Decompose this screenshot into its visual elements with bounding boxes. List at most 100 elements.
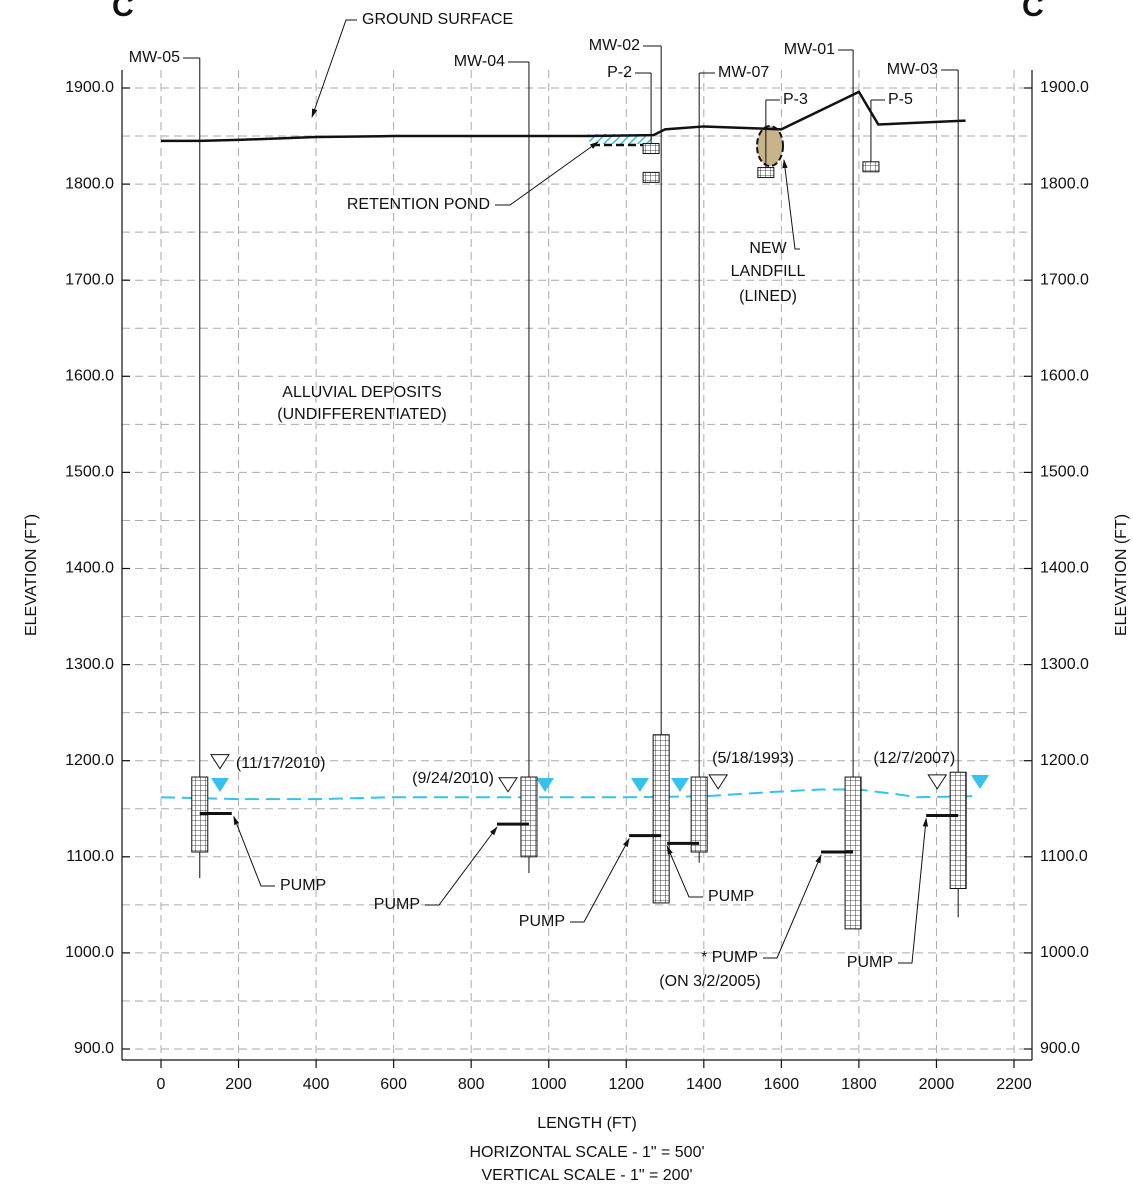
piezometer-screen xyxy=(863,162,879,172)
well-label: MW-07 xyxy=(718,64,769,81)
section-label: C xyxy=(1022,0,1044,23)
well-label: MW-02 xyxy=(589,37,640,54)
piezometer-screen xyxy=(643,144,659,154)
leader xyxy=(495,142,598,205)
y-tick-label: 1000.0 xyxy=(1040,944,1089,961)
piezometer-screen xyxy=(758,168,774,178)
well-label: MW-01 xyxy=(784,41,835,58)
y-tick-label: 1600.0 xyxy=(65,368,114,385)
pump-label: PUMP xyxy=(519,913,565,930)
piezometer-label: P-3 xyxy=(783,91,808,108)
chart: C C GROUND SURFACE RETENTION POND NEW LA… xyxy=(0,0,1133,1188)
x-tick-label: 800 xyxy=(458,1076,485,1093)
water-level xyxy=(499,778,517,792)
water-symbol xyxy=(211,778,229,792)
pond-label: RETENTION POND xyxy=(347,196,490,213)
y-tick-label: 1200.0 xyxy=(65,752,114,769)
water-level-date: (9/24/2010) xyxy=(412,770,494,787)
pump-label: * PUMP xyxy=(701,949,758,966)
scale-note: HORIZONTAL SCALE - 1" = 500' xyxy=(469,1144,704,1161)
well-label: MW-04 xyxy=(454,53,505,70)
y-tick-label: 1800.0 xyxy=(1040,175,1089,192)
y-tick-label: 1000.0 xyxy=(65,944,114,961)
landfill-label: NEW xyxy=(749,240,787,257)
y-axis-title: ELEVATION (FT) xyxy=(23,514,40,636)
x-tick-label: 1000 xyxy=(531,1076,567,1093)
water-symbol xyxy=(631,778,649,792)
y-tick-label: 1400.0 xyxy=(65,560,114,577)
section-label: C xyxy=(112,0,134,23)
leader xyxy=(312,20,357,117)
water-level-date: (11/17/2010) xyxy=(236,755,326,772)
deposit-label: (UNDIFFERENTIATED) xyxy=(277,406,446,423)
landfill-label: LANDFILL xyxy=(731,263,806,280)
y-axis-title: ELEVATION (FT) xyxy=(1113,514,1130,636)
pump-leader xyxy=(570,839,629,922)
pump-leader xyxy=(763,855,821,958)
pump-label: PUMP xyxy=(847,954,893,971)
water-table-symbols xyxy=(211,775,989,792)
x-tick-label: 0 xyxy=(157,1076,166,1093)
ground-label: GROUND SURFACE xyxy=(362,11,513,28)
well-screen xyxy=(521,777,537,857)
y-tick-label: 1500.0 xyxy=(1040,464,1089,481)
well-screen xyxy=(653,735,669,903)
x-tick-label: 2200 xyxy=(996,1076,1032,1093)
water-symbol xyxy=(536,778,554,792)
scale-note: VERTICAL SCALE - 1" = 200' xyxy=(481,1167,692,1184)
deposit-label: ALLUVIAL DEPOSITS xyxy=(282,384,441,401)
pump-leader xyxy=(425,827,497,905)
main-layer: C C GROUND SURFACE RETENTION POND NEW LA… xyxy=(23,0,1130,1184)
pump-leader xyxy=(898,818,926,963)
y-tick-label: 900.0 xyxy=(74,1040,114,1057)
y-tick-label: 1400.0 xyxy=(1040,560,1089,577)
piezometer-label: P-5 xyxy=(888,91,913,108)
ground-surface xyxy=(161,92,966,141)
pump-label: PUMP xyxy=(280,877,326,894)
pump-leader xyxy=(667,846,703,897)
y-tick-label: 1900.0 xyxy=(1040,79,1089,96)
well-screen xyxy=(950,772,966,888)
x-tick-label: 400 xyxy=(303,1076,330,1093)
y-tick-label: 1300.0 xyxy=(65,656,114,673)
x-tick-label: 1600 xyxy=(764,1076,800,1093)
y-tick-label: 1100.0 xyxy=(1040,848,1088,865)
y-tick-label: 1100.0 xyxy=(66,848,114,865)
x-tick-label: 200 xyxy=(225,1076,252,1093)
x-tick-label: 2000 xyxy=(919,1076,955,1093)
landfill-label: (LINED) xyxy=(739,288,797,305)
x-tick-label: 1200 xyxy=(608,1076,644,1093)
y-tick-label: 1200.0 xyxy=(1040,752,1089,769)
pump-note: (ON 3/2/2005) xyxy=(659,973,760,990)
x-axis-title: LENGTH (FT) xyxy=(537,1115,637,1132)
water-symbol xyxy=(671,778,689,792)
x-tick-label: 600 xyxy=(380,1076,407,1093)
y-tick-label: 900.0 xyxy=(1040,1040,1080,1057)
grid-layer xyxy=(122,70,1032,1060)
y-tick-label: 1700.0 xyxy=(1040,271,1089,288)
pump-leader xyxy=(234,817,275,886)
water-level-date: (12/7/2007) xyxy=(873,750,955,767)
pump-label: PUMP xyxy=(374,896,420,913)
piezometer-screen xyxy=(643,172,659,182)
y-tick-label: 1800.0 xyxy=(65,175,114,192)
water-symbol xyxy=(971,775,989,789)
y-tick-label: 1700.0 xyxy=(65,271,114,288)
well-screen xyxy=(691,777,707,852)
water-level xyxy=(211,755,229,769)
piezometer-label: P-2 xyxy=(607,64,632,81)
landfill xyxy=(757,126,783,166)
well-label: MW-03 xyxy=(887,61,938,78)
well-label: MW-05 xyxy=(129,49,180,66)
y-tick-label: 1600.0 xyxy=(1040,368,1089,385)
x-tick-label: 1400 xyxy=(686,1076,722,1093)
y-tick-label: 1500.0 xyxy=(65,464,114,481)
leader xyxy=(784,160,800,249)
x-tick-label: 1800 xyxy=(841,1076,877,1093)
water-level xyxy=(709,775,727,789)
pump-label: PUMP xyxy=(708,888,754,905)
water-level-date: (5/18/1993) xyxy=(712,750,794,767)
water-level xyxy=(928,775,946,789)
y-tick-label: 1900.0 xyxy=(65,79,114,96)
y-tick-label: 1300.0 xyxy=(1040,656,1089,673)
